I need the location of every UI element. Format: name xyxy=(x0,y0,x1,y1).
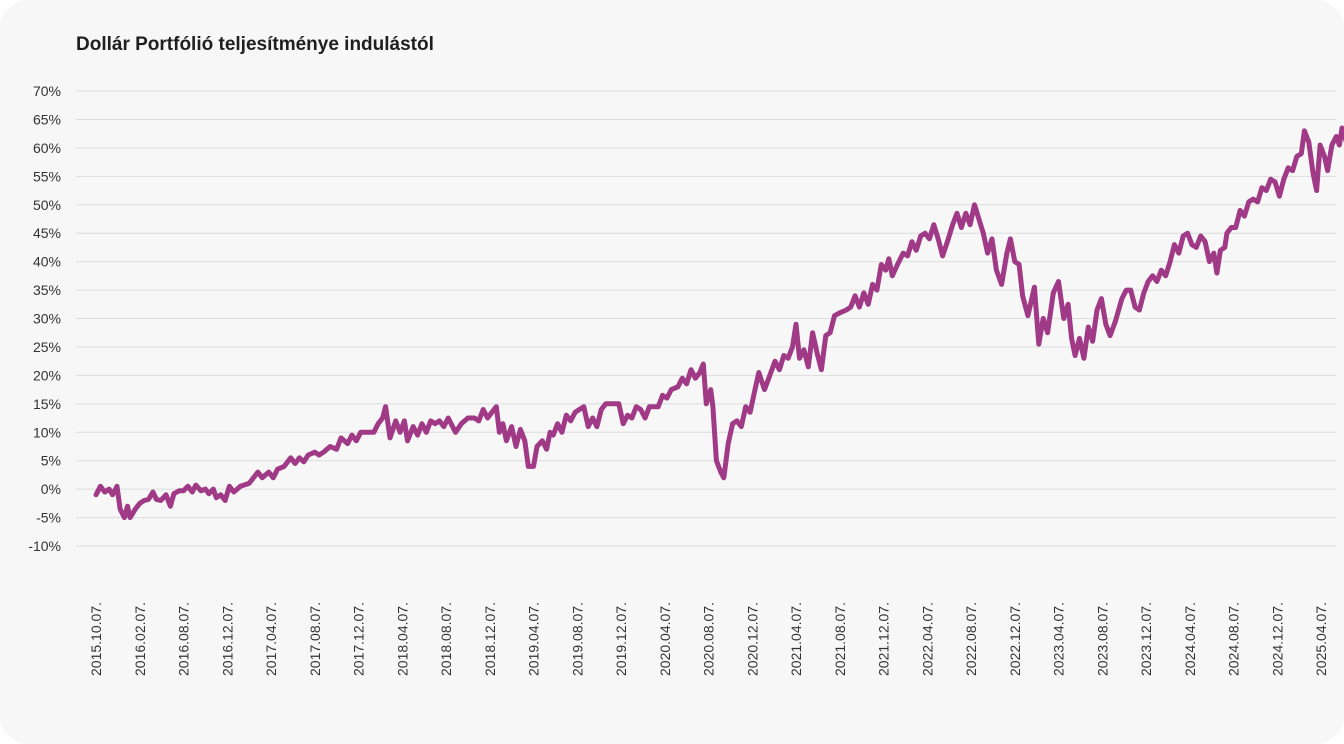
x-tick-label: 2018.12.07. xyxy=(482,602,498,676)
x-tick-label: 2019.12.07. xyxy=(613,602,629,676)
x-tick-label: 2023.08.07. xyxy=(1094,602,1110,676)
y-tick-label: 0% xyxy=(41,481,61,497)
x-tick-label: 2019.08.07. xyxy=(569,602,585,676)
series-line xyxy=(93,125,1344,521)
y-tick-label: 50% xyxy=(33,197,61,213)
y-tick-label: 30% xyxy=(33,311,61,327)
x-tick-label: 2017.12.07. xyxy=(351,602,367,676)
y-tick-label: 5% xyxy=(41,453,61,469)
x-tick-label: 2020.08.07. xyxy=(701,602,717,676)
x-tick-label: 2025.04.07. xyxy=(1313,602,1329,676)
x-tick-label: 2021.04.07. xyxy=(788,602,804,676)
x-tick-label: 2021.12.07. xyxy=(876,602,892,676)
x-tick-label: 2016.12.07. xyxy=(219,602,235,676)
x-tick-label: 2020.04.07. xyxy=(657,602,673,676)
x-tick-label: 2022.08.07. xyxy=(963,602,979,676)
x-tick-label: 2017.04.07. xyxy=(263,602,279,676)
chart-title: Dollár Portfólió teljesítménye indulástó… xyxy=(76,34,434,55)
x-tick-label: 2018.04.07. xyxy=(394,602,410,676)
y-tick-label: 45% xyxy=(33,225,61,241)
y-tick-label: 70% xyxy=(33,83,61,99)
y-tick-label: 55% xyxy=(33,168,61,184)
x-tick-label: 2020.12.07. xyxy=(744,602,760,676)
y-tick-label: -10% xyxy=(28,538,61,554)
x-tick-label: 2018.08.07. xyxy=(438,602,454,676)
x-tick-label: 2021.08.07. xyxy=(832,602,848,676)
x-tick-label: 2023.12.07. xyxy=(1138,602,1154,676)
x-tick-label: 2019.04.07. xyxy=(526,602,542,676)
x-tick-label: 2024.12.07. xyxy=(1269,602,1285,676)
x-tick-label: 2024.04.07. xyxy=(1182,602,1198,676)
y-tick-label: -5% xyxy=(36,510,61,526)
x-tick-label: 2016.08.07. xyxy=(176,602,192,676)
y-tick-label: 35% xyxy=(33,282,61,298)
x-tick-label: 2022.04.07. xyxy=(919,602,935,676)
y-tick-label: 20% xyxy=(33,367,61,383)
y-tick-label: 10% xyxy=(33,424,61,440)
y-tick-label: 25% xyxy=(33,339,61,355)
x-tick-label: 2024.08.07. xyxy=(1226,602,1242,676)
x-tick-label: 2022.12.07. xyxy=(1007,602,1023,676)
y-tick-label: 60% xyxy=(33,140,61,156)
x-tick-label: 2016.02.07. xyxy=(132,602,148,676)
x-tick-label: 2023.04.07. xyxy=(1051,602,1067,676)
x-tick-label: 2015.10.07. xyxy=(88,602,104,676)
y-tick-label: 40% xyxy=(33,254,61,270)
y-tick-label: 65% xyxy=(33,111,61,127)
y-tick-label: 15% xyxy=(33,396,61,412)
x-tick-label: 2017.08.07. xyxy=(307,602,323,676)
